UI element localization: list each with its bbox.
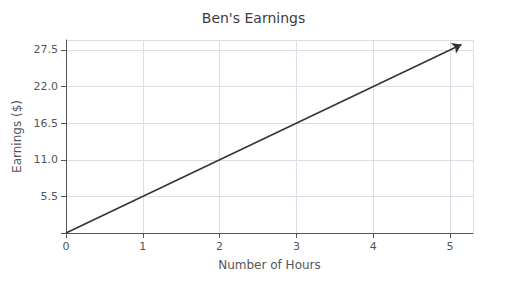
svg-text:0: 0 <box>63 240 70 253</box>
svg-text:4: 4 <box>370 240 377 253</box>
svg-text:Ben's Earnings: Ben's Earnings <box>202 10 305 26</box>
svg-text:3: 3 <box>293 240 300 253</box>
svg-text:1: 1 <box>139 240 146 253</box>
svg-text:5.5: 5.5 <box>41 190 59 203</box>
svg-text:16.5: 16.5 <box>34 117 59 130</box>
svg-text:2: 2 <box>216 240 223 253</box>
svg-text:27.5: 27.5 <box>34 43 59 56</box>
svg-text:22.0: 22.0 <box>34 80 59 93</box>
svg-text:5: 5 <box>446 240 453 253</box>
svg-text:Earnings ($): Earnings ($) <box>10 100 24 173</box>
svg-text:11.0: 11.0 <box>34 153 59 166</box>
svg-text:Number of Hours: Number of Hours <box>218 258 321 272</box>
